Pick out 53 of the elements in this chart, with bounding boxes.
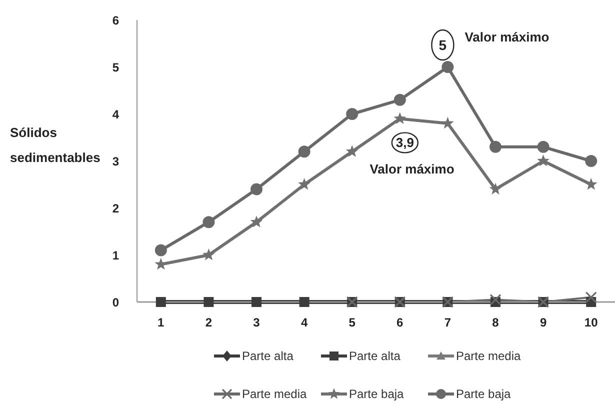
x-tick-label: 8 [492, 316, 500, 330]
legend-label: Parte alta [242, 349, 294, 363]
point [204, 297, 214, 307]
y-tick-label: 3 [112, 154, 120, 168]
point [585, 292, 597, 304]
annotation: Valor máximo [464, 30, 550, 44]
point [585, 155, 598, 167]
x-tick-label: 4 [300, 316, 308, 330]
point [489, 182, 502, 194]
x-tick-label: 6 [396, 316, 404, 330]
point [537, 154, 550, 166]
point [346, 108, 358, 120]
y-tick-label: 2 [112, 201, 120, 216]
point [250, 183, 262, 196]
y-axis-title: Sólidos sedimentables [10, 125, 100, 165]
y-tick-label: 5 [112, 60, 120, 74]
y-tick-label: 1 [112, 248, 120, 262]
legend-label: Parte media [456, 349, 521, 363]
point [490, 294, 502, 306]
legend-label: Parte baja [456, 387, 511, 401]
point [154, 244, 167, 256]
point [156, 297, 166, 307]
x-tick-label: 5 [348, 316, 356, 330]
point [394, 94, 406, 106]
x-tick-label: 3 [253, 316, 260, 330]
point [537, 140, 550, 153]
point [298, 178, 310, 190]
point [490, 140, 502, 153]
legend-label: Parte media [242, 387, 307, 401]
point [202, 216, 215, 228]
legend-label: Parte alta [349, 349, 400, 363]
point [442, 61, 454, 73]
point [252, 297, 262, 307]
y-tick-label: 0 [112, 295, 120, 310]
x-tick-label: 10 [584, 316, 598, 330]
x-tick-label: 9 [540, 316, 547, 330]
x-tick-label: 2 [205, 316, 212, 330]
point [298, 146, 310, 158]
point [202, 248, 215, 260]
legend-label: Parte baja [349, 387, 404, 401]
annotation: Valor máximo [370, 162, 454, 176]
point [584, 178, 598, 190]
annotation: 5 [438, 37, 447, 53]
y-tick-label: 4 [112, 107, 120, 122]
point [394, 112, 406, 124]
annotation: 3,9 [396, 135, 414, 150]
point [250, 216, 263, 228]
y-tick-label: 6 [112, 13, 120, 28]
x-tick-label: 1 [158, 316, 165, 330]
point [442, 116, 454, 129]
point [346, 145, 358, 157]
point [299, 297, 310, 307]
x-tick-label: 7 [444, 316, 452, 330]
